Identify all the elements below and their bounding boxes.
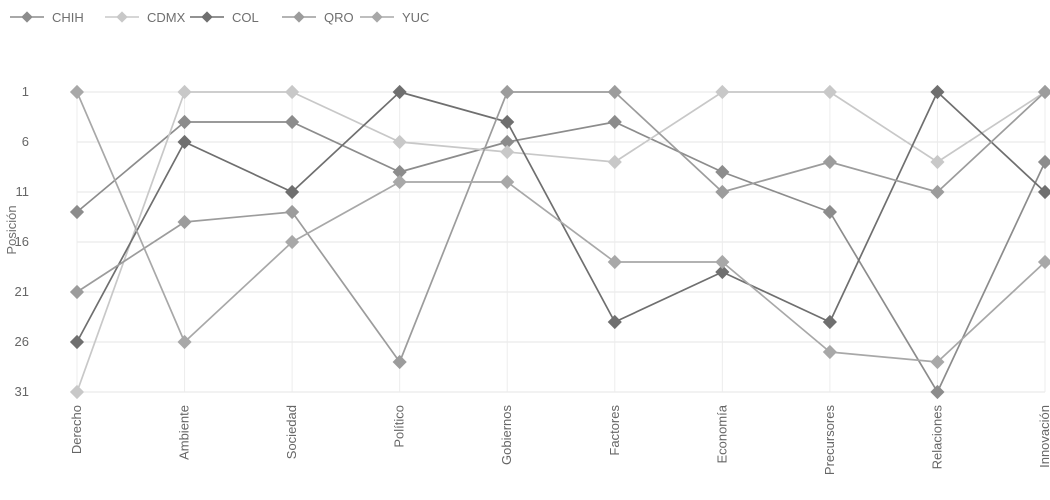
y-tick-label-16: 16	[15, 234, 29, 249]
x-tick-label-factores: Factores	[607, 405, 622, 456]
legend-marker-cdmx	[116, 11, 128, 23]
y-tick-label-11: 11	[16, 184, 30, 199]
data-point-col-gobiernos	[500, 114, 515, 130]
data-point-qro-derecho	[69, 284, 85, 300]
series-line-chih	[76, 121, 1046, 393]
legend-marker-chih	[21, 11, 33, 23]
data-point-col-politico	[392, 84, 407, 100]
y-tick-label-6: 6	[22, 134, 29, 149]
data-point-yuc-factores	[607, 254, 622, 270]
x-tick-label-ambiente: Ambiente	[177, 405, 192, 460]
data-point-col-precursores	[822, 314, 837, 330]
data-point-cdmx-gobiernos	[500, 144, 515, 160]
x-tick-label-sociedad: Sociedad	[284, 405, 299, 459]
series-line-qro	[76, 91, 1046, 363]
y-tick-label-31: 31	[15, 384, 29, 399]
x-tick-label-gobiernos: Gobiernos	[499, 405, 514, 465]
y-axis-title: Posición	[4, 205, 19, 254]
data-point-col-relaciones	[930, 84, 945, 100]
data-point-qro-sociedad	[285, 204, 300, 220]
data-point-qro-innovacion	[1037, 84, 1050, 100]
data-point-col-derecho	[69, 334, 85, 350]
x-tick-label-precursores: Precursores	[822, 405, 837, 476]
legend-label-chih: CHIH	[52, 10, 84, 25]
data-point-cdmx-derecho	[69, 384, 85, 400]
data-point-qro-politico	[392, 354, 407, 370]
data-point-qro-precursores	[822, 154, 837, 170]
data-point-cdmx-sociedad	[285, 84, 300, 100]
legend-label-col: COL	[232, 10, 259, 25]
data-point-chih-precursores	[822, 204, 837, 220]
data-point-cdmx-relaciones	[930, 154, 945, 170]
y-tick-label-1: 1	[22, 84, 29, 99]
y-tick-label-21: 21	[15, 284, 29, 299]
legend: CHIH CDMX COL QRO YUC	[10, 10, 429, 25]
data-point-col-economia	[715, 264, 730, 280]
data-point-cdmx-precursores	[822, 84, 837, 100]
data-point-cdmx-ambiente	[177, 84, 192, 100]
x-tick-label-politico: Político	[392, 405, 407, 448]
data-point-yuc-economia	[715, 254, 730, 270]
data-point-qro-factores	[607, 84, 622, 100]
x-axis: Derecho Ambiente Sociedad Político Gobiernos…	[69, 404, 1050, 475]
data-point-qro-gobiernos	[500, 84, 515, 100]
data-point-chih-relaciones	[930, 384, 945, 400]
data-point-chih-economia	[715, 164, 730, 180]
data-point-yuc-ambiente	[177, 334, 192, 350]
data-point-yuc-gobiernos	[500, 174, 515, 190]
x-tick-label-economia: Economía	[714, 404, 729, 463]
legend-label-qro: QRO	[324, 10, 354, 25]
data-point-cdmx-politico	[392, 134, 407, 150]
data-point-yuc-derecho	[69, 84, 85, 100]
legend-marker-yuc	[371, 11, 383, 23]
series-line-col	[76, 91, 1046, 343]
data-point-col-sociedad	[285, 184, 300, 200]
data-point-chih-innovacion	[1037, 154, 1050, 170]
data-point-col-ambiente	[177, 134, 192, 150]
x-tick-label-innovacion: Innovación	[1037, 405, 1050, 468]
data-point-chih-sociedad	[285, 114, 300, 130]
data-point-cdmx-factores	[607, 154, 622, 170]
data-point-col-factores	[607, 314, 622, 330]
x-tick-label-relaciones: Relaciones	[929, 405, 944, 470]
data-point-chih-politico	[392, 164, 407, 180]
legend-label-cdmx: CDMX	[147, 10, 186, 25]
data-point-chih-gobiernos	[500, 134, 515, 150]
legend-label-yuc: YUC	[402, 10, 429, 25]
data-point-yuc-precursores	[822, 344, 837, 360]
data-point-chih-factores	[607, 114, 622, 130]
data-point-qro-relaciones	[930, 184, 945, 200]
legend-marker-qro	[293, 11, 305, 23]
data-point-col-innovacion	[1037, 184, 1050, 200]
x-tick-label-derecho: Derecho	[69, 405, 84, 454]
series-line-cdmx	[76, 91, 1046, 393]
data-point-cdmx-economia	[715, 84, 730, 100]
data-point-yuc-politico	[392, 174, 407, 190]
series-yuc	[69, 84, 1050, 370]
data-point-qro-economia	[715, 184, 730, 200]
data-point-qro-ambiente	[177, 214, 192, 230]
series-line-yuc	[76, 91, 1046, 363]
series-qro	[69, 84, 1050, 370]
series-col	[69, 84, 1050, 350]
data-point-yuc-sociedad	[285, 234, 300, 250]
legend-marker-col	[201, 11, 213, 23]
data-point-yuc-relaciones	[930, 354, 945, 370]
series-layer	[69, 84, 1050, 400]
y-tick-label-26: 26	[15, 334, 29, 349]
data-point-yuc-innovacion	[1037, 254, 1050, 270]
